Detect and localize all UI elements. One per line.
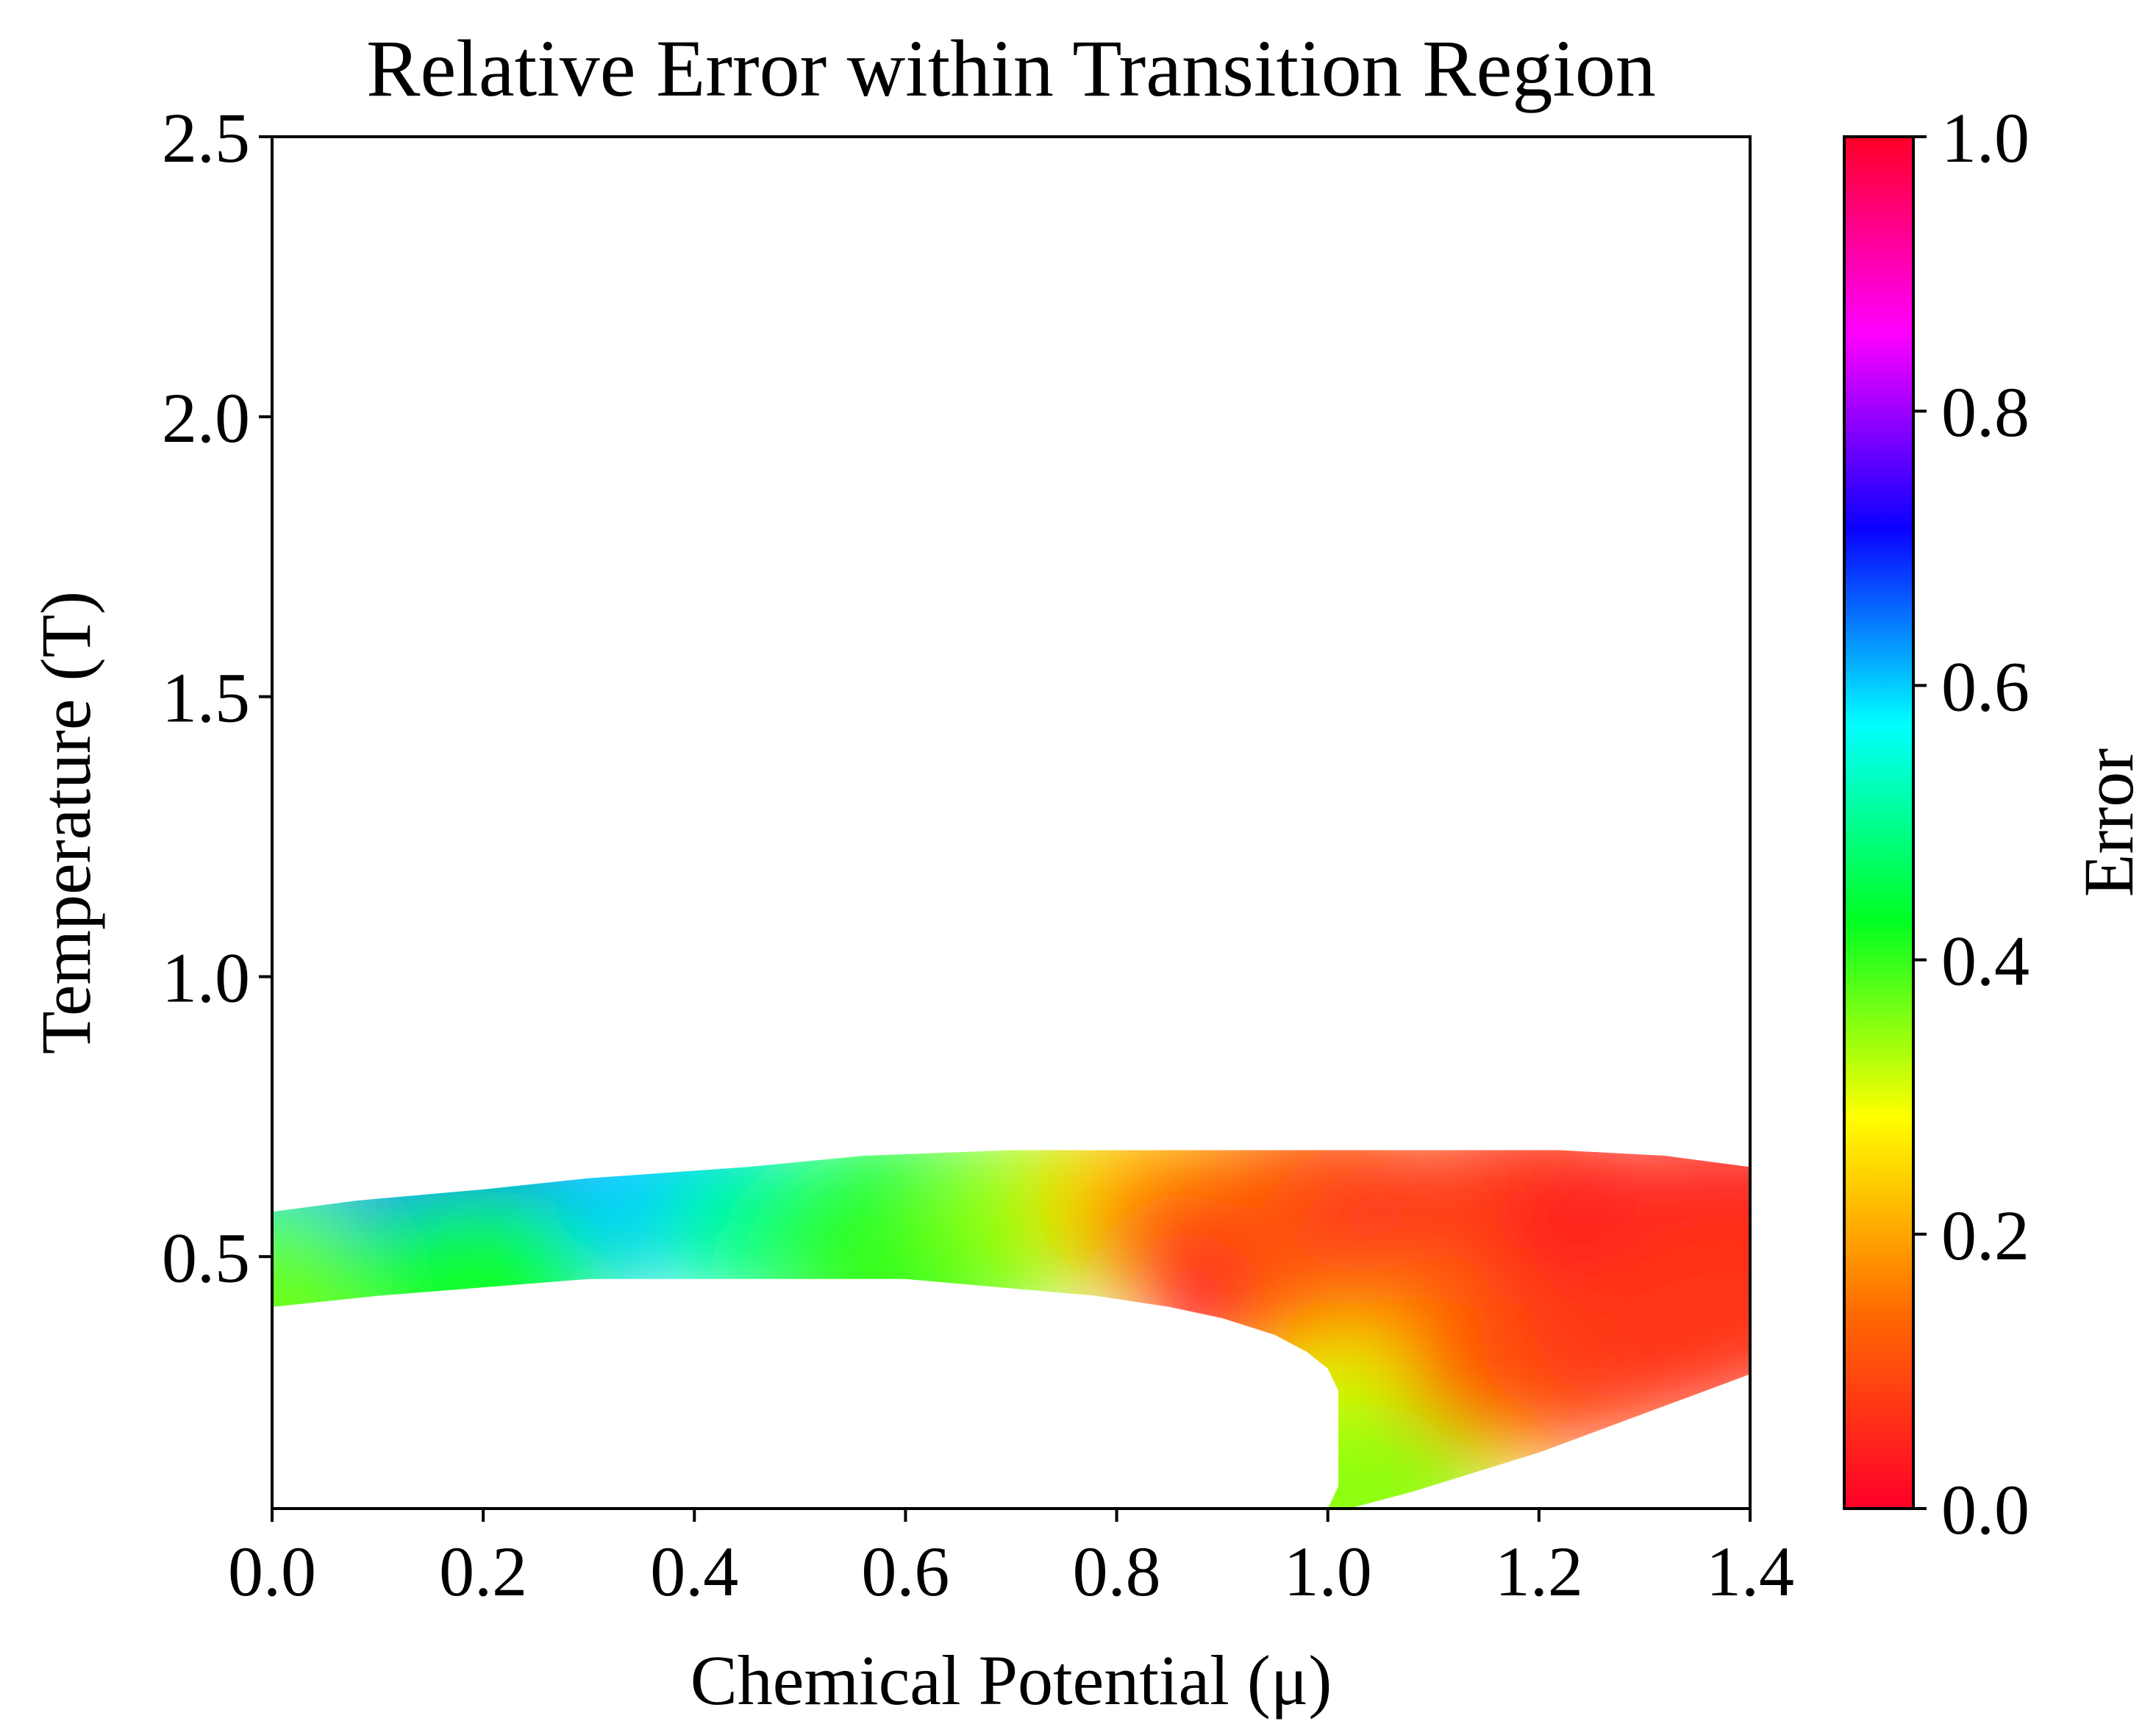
y-tick-label: 2.5 — [162, 99, 250, 177]
x-tick-label: 1.0 — [1284, 1532, 1372, 1611]
colorbar-label: Error — [2069, 748, 2148, 898]
colorbar-tick-label: 0.0 — [1941, 1470, 2030, 1549]
x-tick-label: 0.2 — [439, 1532, 527, 1611]
plot-frame — [271, 135, 1752, 1510]
x-tick-label: 1.2 — [1495, 1532, 1583, 1611]
x-tick-label: 0.8 — [1073, 1532, 1161, 1611]
x-tick-label: 0.6 — [861, 1532, 949, 1611]
y-tick-label: 1.0 — [162, 938, 250, 1017]
colorbar-tick-label: 0.6 — [1941, 647, 2030, 726]
colorbar-tick-label: 0.2 — [1941, 1196, 2030, 1275]
colorbar-tick-label: 0.4 — [1941, 922, 2030, 1001]
y-axis: 0.5 1.0 1.5 2.0 2.5 — [162, 99, 272, 1297]
x-tick-label: 1.4 — [1706, 1532, 1794, 1611]
y-tick-label: 1.5 — [162, 659, 250, 737]
y-tick-label: 0.5 — [162, 1218, 250, 1297]
x-axis: 0.0 0.2 0.4 0.6 0.8 1.0 1.2 1.4 — [228, 1509, 1794, 1611]
colorbar: 0.0 0.2 0.4 0.6 0.8 1.0 Error — [1843, 99, 2148, 1549]
x-tick-label: 0.4 — [650, 1532, 738, 1611]
colorbar-tick-label: 0.8 — [1941, 373, 2030, 451]
colorbar-tick-label: 1.0 — [1941, 99, 2030, 177]
plot-area — [272, 137, 1750, 1509]
error-sample — [1589, 1224, 1750, 1401]
chart-title: Relative Error within Transition Region — [366, 24, 1656, 113]
colorbar-ticks: 0.0 0.2 0.4 0.6 0.8 1.0 — [1913, 99, 2030, 1549]
y-axis-label: Temperature (T) — [26, 591, 105, 1054]
x-tick-label: 0.0 — [228, 1532, 316, 1611]
y-tick-label: 2.0 — [162, 379, 250, 457]
x-axis-label: Chemical Potential (μ) — [690, 1641, 1332, 1720]
colorbar-gradient-bar — [1843, 135, 1915, 1510]
